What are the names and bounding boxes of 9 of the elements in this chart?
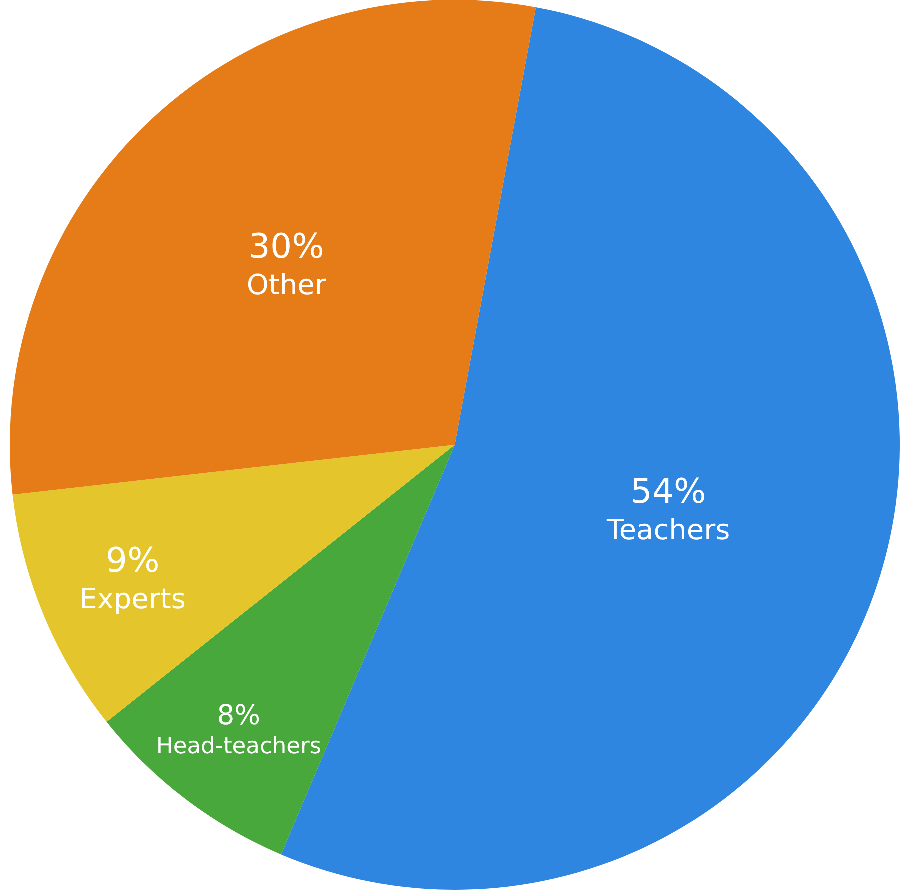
data-label: 30% (248, 227, 324, 268)
slice-label: Head-teachers (156, 734, 322, 760)
slice-label: Other (246, 268, 327, 302)
slice-label: Teachers (606, 513, 730, 546)
data-label: 54% (630, 472, 706, 512)
data-label: 8% (217, 700, 261, 732)
data-label: 9% (106, 541, 160, 582)
slice-label: Experts (80, 582, 186, 616)
pie-slice (10, 0, 536, 495)
